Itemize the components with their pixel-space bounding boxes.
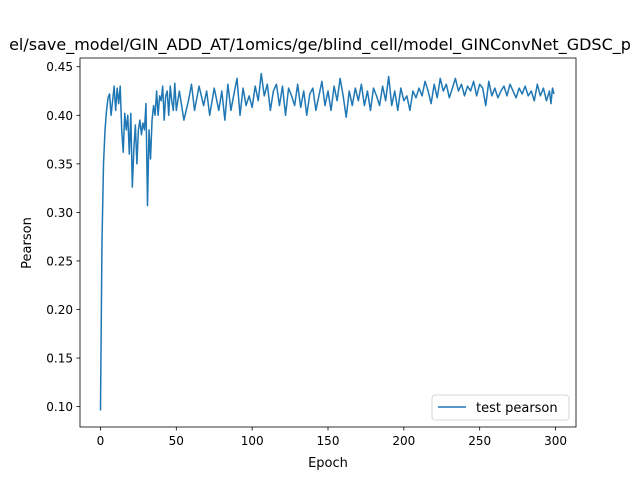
x-tick-label: 100	[241, 434, 264, 448]
x-tick-label: 150	[317, 434, 340, 448]
legend-label-test-pearson: test pearson	[476, 401, 558, 416]
y-tick-label: 0.10	[46, 400, 73, 414]
y-tick-label: 0.15	[46, 352, 73, 366]
x-tick-label: 50	[169, 434, 184, 448]
y-tick-label: 0.20	[46, 303, 73, 317]
y-tick-label: 0.40	[46, 109, 73, 123]
x-axis-label: Epoch	[308, 456, 348, 471]
y-tick-label: 0.30	[46, 206, 73, 220]
y-tick-label: 0.45	[46, 60, 73, 74]
chart-title: el/save_model/GIN_ADD_AT/1omics/ge/blind…	[9, 35, 631, 55]
x-tick-label: 0	[97, 434, 105, 448]
x-tick-label: 300	[544, 434, 567, 448]
y-tick-label: 0.35	[46, 157, 73, 171]
x-tick-label: 200	[392, 434, 415, 448]
x-tick-label: 250	[468, 434, 491, 448]
y-axis-label: Pearson	[20, 217, 35, 269]
y-tick-label: 0.25	[46, 254, 73, 268]
legend: test pearson	[432, 395, 569, 420]
